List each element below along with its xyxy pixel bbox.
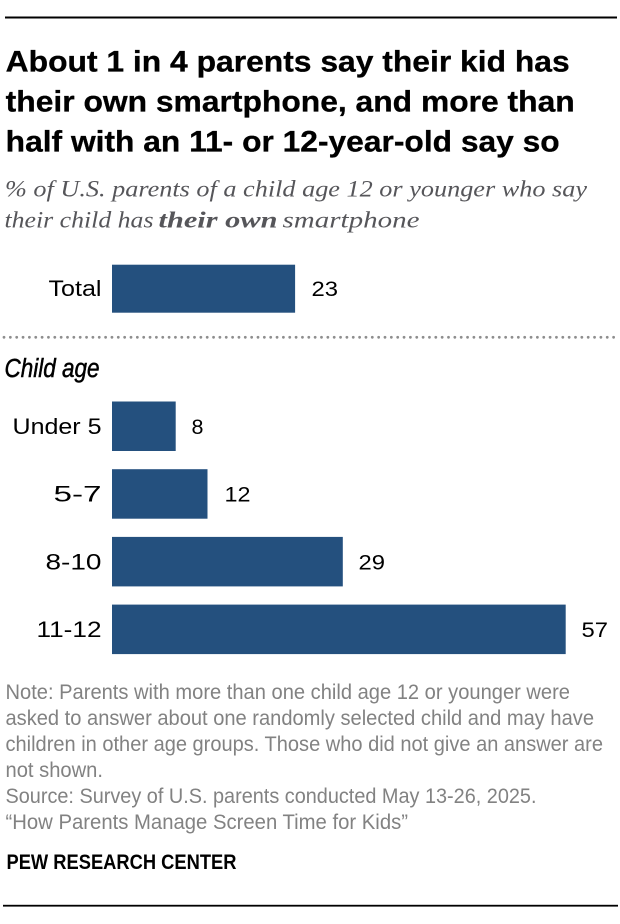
svg-text:23: 23 [312, 277, 339, 301]
svg-text:“How Parents Manage Screen Tim: “How Parents Manage Screen Time for Kids… [6, 811, 409, 834]
svg-text:Under 5: Under 5 [13, 414, 102, 439]
svg-text:half with an 11- or 12-year-ol: half with an 11- or 12-year-old say so [6, 125, 560, 158]
svg-text:8-10: 8-10 [46, 549, 102, 574]
svg-text:their child has: their child has [5, 207, 154, 233]
svg-text:their own: their own [159, 207, 278, 233]
svg-text:8: 8 [192, 415, 204, 439]
svg-text:asked to answer about one rand: asked to answer about one randomly selec… [6, 707, 595, 730]
svg-text:29: 29 [359, 550, 386, 574]
svg-text:not shown.: not shown. [6, 759, 104, 782]
svg-text:% of U.S. parents of a child a: % of U.S. parents of a child age 12 or y… [5, 176, 588, 202]
svg-text:Total: Total [49, 276, 102, 301]
svg-text:About 1 in 4 parents say their: About 1 in 4 parents say their kid has [6, 46, 570, 79]
svg-text:children in other age groups.: children in other age groups. Those who … [6, 733, 604, 756]
svg-text:Child age: Child age [5, 355, 100, 383]
svg-text:Note: Parents with more than o: Note: Parents with more than one child a… [6, 681, 571, 704]
svg-text:5-7: 5-7 [54, 482, 102, 507]
svg-text:12: 12 [225, 483, 251, 507]
svg-text:11-12: 11-12 [37, 617, 102, 642]
svg-text:smartphone: smartphone [283, 207, 420, 233]
svg-text:their own smartphone, and more: their own smartphone, and more than [6, 85, 575, 118]
svg-text:57: 57 [582, 618, 609, 642]
svg-text:PEW RESEARCH CENTER: PEW RESEARCH CENTER [7, 851, 237, 874]
svg-text:Source: Survey of U.S. parents: Source: Survey of U.S. parents conducted… [6, 785, 537, 808]
